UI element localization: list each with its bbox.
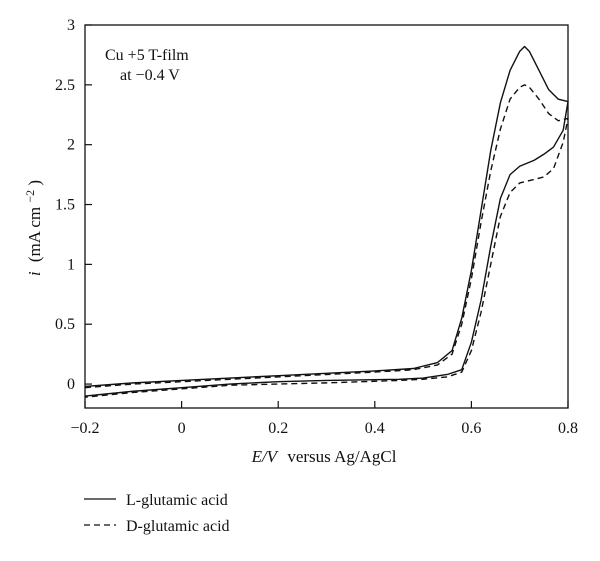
- y-tick-label: 1.5: [55, 197, 75, 214]
- annotation-line-1: Cu +5 T-film: [105, 47, 189, 64]
- tick-marks: [84, 24, 569, 408]
- y-axis-label: i (mA cm −2 ): [19, 180, 44, 276]
- plot-frame: [84, 24, 569, 409]
- y-tick-label: 2: [67, 137, 75, 154]
- x-tick-label: −0.2: [70, 420, 99, 437]
- x-tick-label: 0.4: [365, 420, 385, 437]
- x-tick-label: 0.8: [558, 420, 578, 437]
- series-line-l-glutamic: [84, 45, 569, 397]
- legend-label-d-glutamic: D-glutamic acid: [126, 518, 230, 535]
- x-axis-label-var: E/V: [251, 447, 280, 466]
- y-tick-label: 0.5: [55, 316, 75, 333]
- y-axis-label-var: i: [25, 271, 44, 276]
- legend: L-glutamic acid D-glutamic acid: [84, 492, 230, 535]
- x-tick-label: 0.2: [268, 420, 288, 437]
- series-line-d-glutamic: [84, 84, 569, 398]
- y-tick-label: 2.5: [55, 77, 75, 94]
- y-tick-label: 3: [67, 17, 75, 34]
- annotation-line-2: at −0.4 V: [120, 67, 180, 84]
- y-axis-label-unit-post: ): [25, 180, 44, 186]
- x-axis-label-rest: versus Ag/AgCl: [287, 447, 396, 466]
- y-tick-labels: 0 0.5 1 1.5 2 2.5 3: [55, 17, 75, 393]
- x-axis-label: E/V versus Ag/AgCl: [251, 447, 397, 466]
- y-tick-label: 0: [67, 376, 75, 393]
- legend-label-l-glutamic: L-glutamic acid: [126, 492, 228, 509]
- x-tick-label: 0: [178, 420, 186, 437]
- y-axis-label-unit-pre: (mA cm: [25, 207, 44, 262]
- y-tick-label: 1: [67, 256, 75, 273]
- x-tick-labels: −0.2 0 0.2 0.4 0.6 0.8: [70, 420, 578, 437]
- y-axis-label-unit-sup: −2: [23, 190, 37, 203]
- x-tick-label: 0.6: [461, 420, 481, 437]
- series-layer: [84, 45, 569, 398]
